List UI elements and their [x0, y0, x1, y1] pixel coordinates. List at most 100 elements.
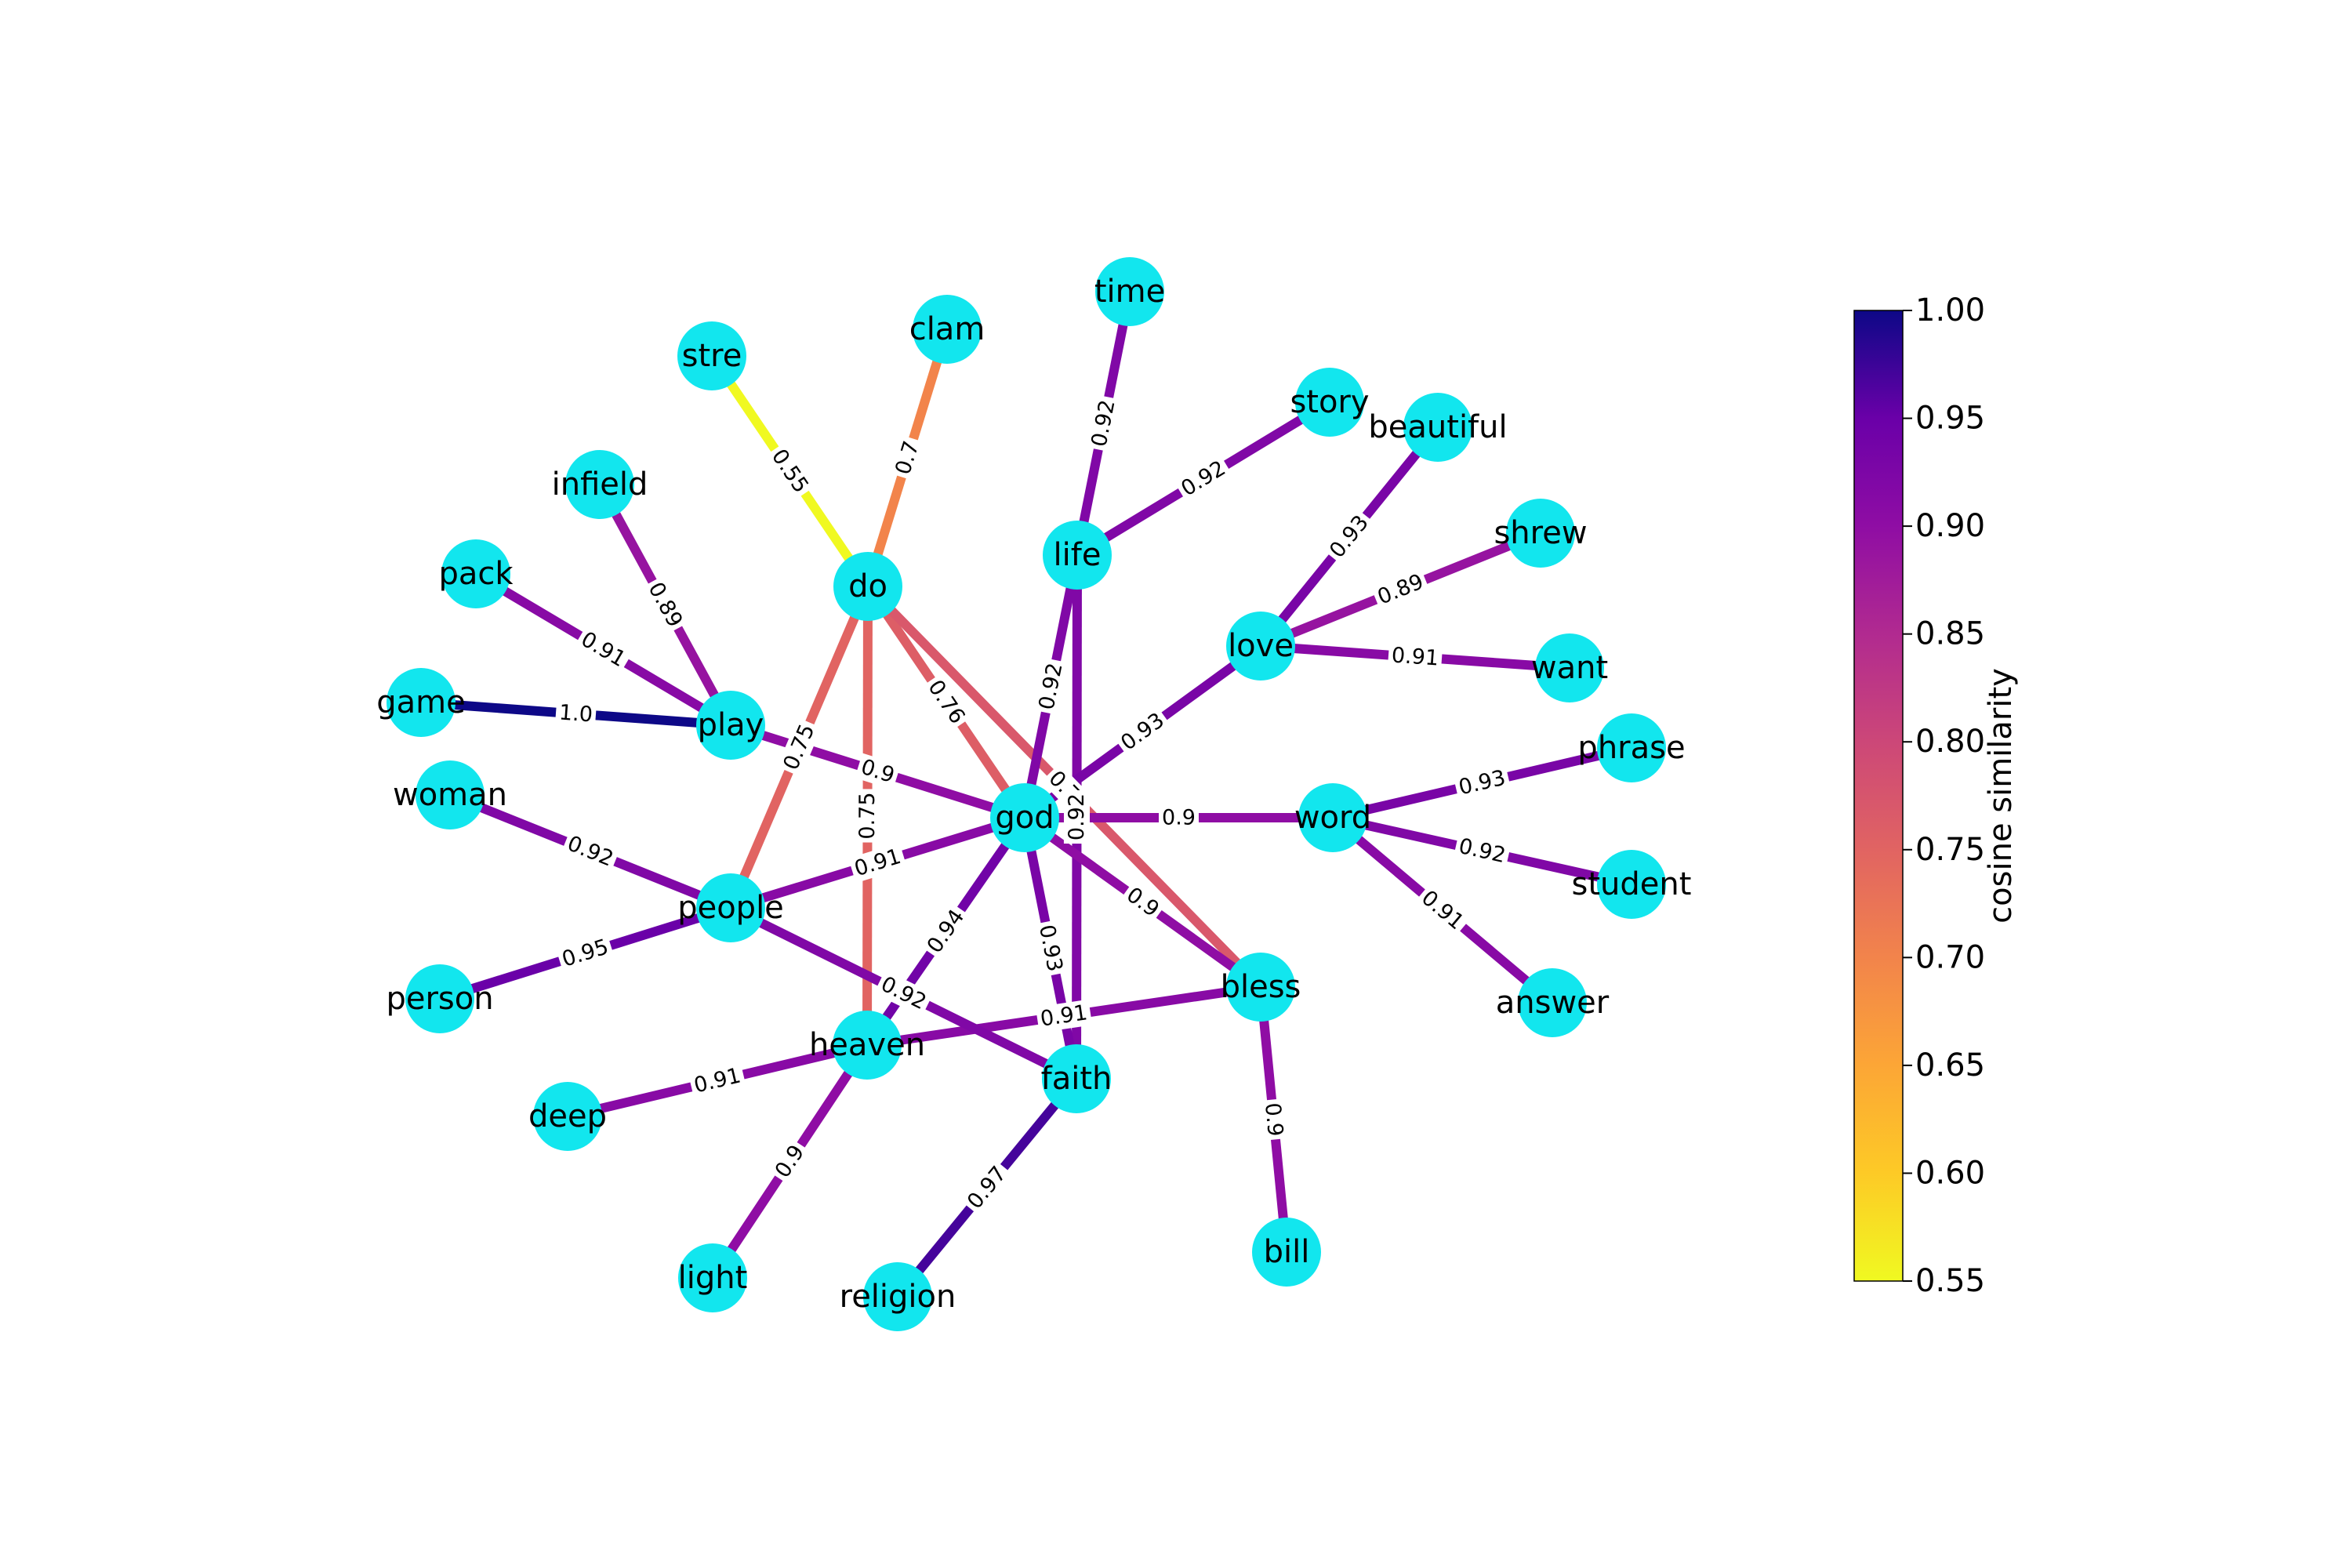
edge-label-background — [641, 575, 690, 635]
node-god — [990, 783, 1059, 852]
colorbar-tick-label: 0.95 — [1915, 401, 1985, 437]
node-bless — [1226, 953, 1295, 1022]
node-label-light: light — [678, 1260, 748, 1296]
node-love — [1226, 612, 1295, 681]
node-label-shrew: shrew — [1494, 515, 1587, 551]
edge-label-background — [1033, 657, 1069, 716]
edge-weight-label: 0.7 — [891, 438, 924, 477]
edge-label-background — [889, 434, 926, 481]
node-label-religion: religion — [840, 1279, 956, 1315]
edge-weight-label: 0.91 — [1391, 643, 1439, 670]
edge-label-background — [1113, 706, 1172, 758]
edge-label-background — [960, 1159, 1014, 1217]
colorbar-tick-label: 0.70 — [1915, 939, 1985, 975]
edge-label-group-god-people: 0.91 — [848, 842, 907, 884]
edge-label-background — [764, 441, 816, 501]
edge-label-group-god-play: 0.9 — [855, 753, 901, 790]
edge-label-background — [776, 717, 822, 777]
colorbar: 0.55 0.60 0.65 0.70 0.75 0.80 0.85 0.90 0.95 1.00… — [1853, 292, 2019, 1299]
edge-label-background — [1322, 507, 1377, 566]
node-label-bless: bless — [1221, 969, 1301, 1005]
node-label-woman: woman — [393, 777, 507, 813]
edge-label-background — [768, 1138, 812, 1185]
edge-weight-label: 0.75 — [855, 792, 880, 839]
node-answer — [1518, 968, 1587, 1037]
edge-label-group-do-clam: 0.7 — [889, 434, 926, 481]
edge-weight-label: 0.92 — [564, 831, 616, 871]
edge-label-background — [855, 753, 901, 790]
node-clam — [913, 295, 982, 364]
edge-label-group-faith-people: 0.92 — [873, 970, 934, 1017]
node-label-phrase: phrase — [1577, 730, 1685, 766]
colorbar-tick-label: 0.85 — [1915, 616, 1985, 652]
edge-label-group-god-word: 0.9 — [1159, 804, 1199, 831]
edge-label-group-play-infield: 0.89 — [641, 575, 690, 635]
colorbar-ticks: 0.55 0.60 0.65 0.70 0.75 0.80 0.85 0.90 0.95 1.00 — [1903, 292, 1985, 1299]
node-label-beautiful: beautiful — [1368, 409, 1507, 445]
edge-label-group-life-god: 0.92 — [1033, 657, 1069, 716]
node-label-faith: faith — [1041, 1061, 1112, 1097]
node-label-deep: deep — [528, 1098, 607, 1134]
edge-weight-label: 0.9 — [1162, 806, 1196, 830]
node-label-pack: pack — [438, 556, 514, 592]
node-label-god: god — [995, 800, 1054, 836]
node-religion — [863, 1262, 932, 1331]
node-play — [696, 691, 765, 760]
colorbar-tick-label: 0.80 — [1915, 724, 1985, 760]
node-label-word: word — [1294, 800, 1371, 836]
edge-label-background — [1085, 394, 1122, 452]
node-light — [678, 1243, 747, 1312]
edge-label-background — [854, 789, 881, 843]
node-person — [405, 964, 474, 1033]
edge-label-group-heaven-deep: 0.91 — [688, 1062, 746, 1100]
edge-weight-label: 1.0 — [558, 700, 593, 727]
edge-label-group-god-faith: 0.93 — [1033, 919, 1069, 978]
edge-label-background — [1119, 880, 1167, 925]
edge-label-background — [873, 970, 934, 1017]
node-student — [1597, 850, 1666, 919]
node-label-answer: answer — [1496, 985, 1610, 1021]
edge-weight-label: 0.92 — [1034, 661, 1067, 712]
edge-label-background — [1159, 804, 1199, 831]
node-shrew — [1506, 499, 1575, 568]
edge-label-background — [1453, 764, 1512, 802]
edge-label-group-do-heaven: 0.75 — [854, 789, 881, 843]
colorbar-tick-label: 0.90 — [1915, 508, 1985, 544]
colorbar-gradient-bar — [1853, 310, 1904, 1282]
edge-label-background — [1370, 567, 1431, 612]
colorbar-tick-label: 0.60 — [1915, 1155, 1985, 1191]
edge-label-background — [1174, 453, 1233, 504]
edge-label-background — [688, 1062, 746, 1100]
edge-label-group-love-shrew: 0.89 — [1370, 567, 1431, 612]
edge-weight-label: 0.92 — [877, 972, 931, 1014]
node-label-student: student — [1572, 866, 1692, 902]
edge-weight-label: 0.92 — [1087, 397, 1120, 448]
node-label-do: do — [848, 568, 887, 604]
edge-label-background — [573, 624, 633, 675]
edge-label-group-people-woman: 0.92 — [561, 829, 620, 874]
node-pack — [441, 539, 510, 608]
node-label-love: love — [1228, 628, 1294, 664]
edge-weight-label: 0.93 — [1034, 923, 1067, 974]
node-stre — [677, 321, 746, 390]
edge-weight-label: 0.9 — [1260, 1102, 1287, 1138]
edge-label-group-bless-bill: 0.9 — [1258, 1098, 1289, 1141]
colorbar-tick-label: 1.00 — [1915, 292, 1985, 328]
edge-label-group-play-pack: 0.91 — [573, 624, 633, 675]
node-label-clam: clam — [909, 311, 985, 347]
edge-label-background — [848, 842, 907, 884]
node-label-play: play — [698, 707, 764, 743]
node-woman — [416, 760, 485, 829]
edge-label-group-word-student: 0.92 — [1453, 832, 1512, 870]
colorbar-tick-label: 0.75 — [1915, 832, 1985, 868]
node-label-story: story — [1290, 384, 1369, 420]
edge-label-background — [1387, 642, 1443, 672]
node-label-heaven: heaven — [809, 1027, 925, 1063]
node-beautiful — [1403, 393, 1472, 462]
node-label-game: game — [376, 684, 465, 720]
edge-label-background — [561, 829, 620, 874]
edge-label-group-people-person: 0.95 — [556, 933, 615, 974]
edge-label-group-love-want: 0.91 — [1387, 642, 1443, 672]
edge-label-group-bless-heaven: 0.91 — [1035, 999, 1093, 1033]
